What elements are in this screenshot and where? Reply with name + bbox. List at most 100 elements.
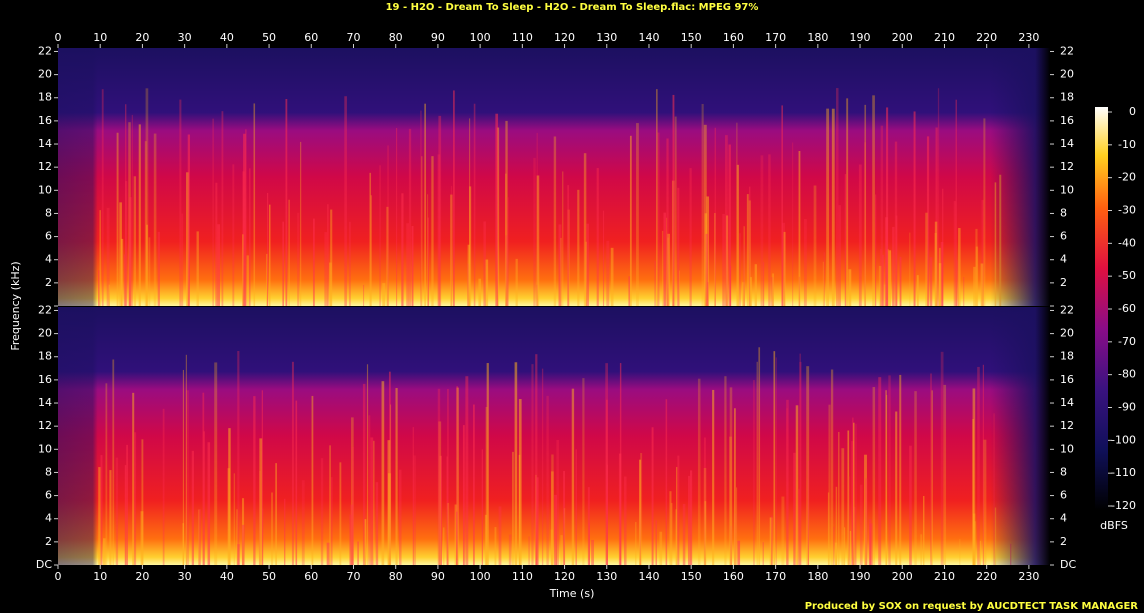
y-tick-label: 20 <box>38 68 52 81</box>
colorbar-tick-label: -50 <box>1118 269 1136 282</box>
x-tick-label: 130 <box>596 31 617 44</box>
colorbar-tick-label: -100 <box>1111 433 1136 446</box>
x-tick-label: 150 <box>681 31 702 44</box>
x-tick-label: 120 <box>554 570 575 583</box>
x-tick-label: 90 <box>431 570 445 583</box>
y-tick-label: 20 <box>38 327 52 340</box>
x-tick-label: 230 <box>1018 31 1039 44</box>
x-tick-label: 130 <box>596 570 617 583</box>
x-tick-label: 40 <box>220 570 234 583</box>
colorbar-tick-label: -10 <box>1118 138 1136 151</box>
colorbar-tick-label: -80 <box>1118 368 1136 381</box>
x-tick-label: 230 <box>1018 570 1039 583</box>
colorbar <box>1095 107 1108 510</box>
x-tick-label: 0 <box>55 31 62 44</box>
y-tick-label: 16 <box>38 373 52 386</box>
y-tick-label: 2 <box>45 535 52 548</box>
colorbar-tick-label: -120 <box>1111 499 1136 512</box>
x-tick-label: 100 <box>470 31 491 44</box>
x-tick-label: 10 <box>93 570 107 583</box>
x-tick-label: 110 <box>512 31 533 44</box>
y-tick-label: 10 <box>1060 442 1074 455</box>
y-axis-label: Frequency (kHz) <box>9 261 22 350</box>
x-tick-label: 80 <box>389 570 403 583</box>
x-tick-label: 0 <box>55 570 62 583</box>
y-tick-label: 6 <box>1060 489 1067 502</box>
x-tick-label: 210 <box>934 570 955 583</box>
y-tick-label: 14 <box>1060 137 1074 150</box>
y-tick-label: 16 <box>1060 114 1074 127</box>
colorbar-tick-label: -110 <box>1111 466 1136 479</box>
y-tick-label: 2 <box>1060 535 1067 548</box>
x-tick-label: 190 <box>850 570 871 583</box>
y-tick-label: 16 <box>38 114 52 127</box>
footer: Produced by SOX on request by AUCDTECT T… <box>805 601 1139 612</box>
y-tick-label: 8 <box>45 206 52 219</box>
y-tick-label: 6 <box>1060 230 1067 243</box>
x-tick-label: 30 <box>178 31 192 44</box>
x-tick-label: 20 <box>135 570 149 583</box>
y-tick-label: 22 <box>1060 303 1074 316</box>
x-tick-label: 140 <box>638 570 659 583</box>
y-tick-label: 18 <box>1060 350 1074 363</box>
y-tick-label: 18 <box>38 350 52 363</box>
y-tick-label: 16 <box>1060 373 1074 386</box>
x-tick-label: 200 <box>892 570 913 583</box>
spectrogram-fade <box>58 48 1050 306</box>
y-tick-label: 8 <box>45 465 52 478</box>
y-tick-label: 4 <box>1060 512 1067 525</box>
x-tick-label: 50 <box>262 31 276 44</box>
y-tick-label: 22 <box>38 303 52 316</box>
y-tick-label: 18 <box>38 91 52 104</box>
y-tick-label: 8 <box>1060 465 1067 478</box>
x-tick-label: 60 <box>304 31 318 44</box>
y-tick-label: 10 <box>38 442 52 455</box>
x-tick-label: 190 <box>850 31 871 44</box>
x-tick-label: 180 <box>807 31 828 44</box>
colorbar-tick-label: -60 <box>1118 302 1136 315</box>
y-tick-label: 14 <box>1060 396 1074 409</box>
x-tick-label: 220 <box>976 31 997 44</box>
y-tick-label: 8 <box>1060 206 1067 219</box>
y-tick-label: 22 <box>38 44 52 57</box>
x-tick-label: 10 <box>93 31 107 44</box>
colorbar-label: dBFS <box>1100 519 1128 532</box>
colorbar-tick-label: -40 <box>1118 236 1136 249</box>
y-tick-label: 14 <box>38 137 52 150</box>
x-tick-label: 40 <box>220 31 234 44</box>
x-tick-label: 50 <box>262 570 276 583</box>
y-tick-label: 4 <box>45 512 52 525</box>
colorbar-tick-label: -90 <box>1118 401 1136 414</box>
x-tick-label: 110 <box>512 570 533 583</box>
x-tick-label: 80 <box>389 31 403 44</box>
spectrogram-fade <box>58 307 1050 565</box>
y-tick-label: DC <box>1060 558 1076 571</box>
x-tick-label: 100 <box>470 570 491 583</box>
x-tick-label: 120 <box>554 31 575 44</box>
x-tick-label: 200 <box>892 31 913 44</box>
colorbar-tick-label: -30 <box>1118 204 1136 217</box>
y-tick-label: 22 <box>1060 44 1074 57</box>
y-tick-label: 12 <box>38 160 52 173</box>
x-tick-label: 170 <box>765 570 786 583</box>
y-tick-label: DC <box>36 558 52 571</box>
colorbar-tick-label: -70 <box>1118 335 1136 348</box>
x-tick-label: 150 <box>681 570 702 583</box>
x-tick-label: 160 <box>723 31 744 44</box>
x-tick-label: 90 <box>431 31 445 44</box>
y-tick-label: 20 <box>1060 327 1074 340</box>
y-tick-label: 2 <box>45 276 52 289</box>
y-tick-label: 4 <box>45 253 52 266</box>
x-tick-label: 20 <box>135 31 149 44</box>
x-tick-label: 170 <box>765 31 786 44</box>
y-tick-label: 2 <box>1060 276 1067 289</box>
y-tick-label: 4 <box>1060 253 1067 266</box>
y-tick-label: 12 <box>38 419 52 432</box>
y-tick-label: 10 <box>38 183 52 196</box>
y-tick-label: 14 <box>38 396 52 409</box>
y-tick-label: 6 <box>45 489 52 502</box>
x-tick-label: 30 <box>178 570 192 583</box>
x-axis-label: Time (s) <box>549 587 595 600</box>
y-tick-label: 12 <box>1060 419 1074 432</box>
